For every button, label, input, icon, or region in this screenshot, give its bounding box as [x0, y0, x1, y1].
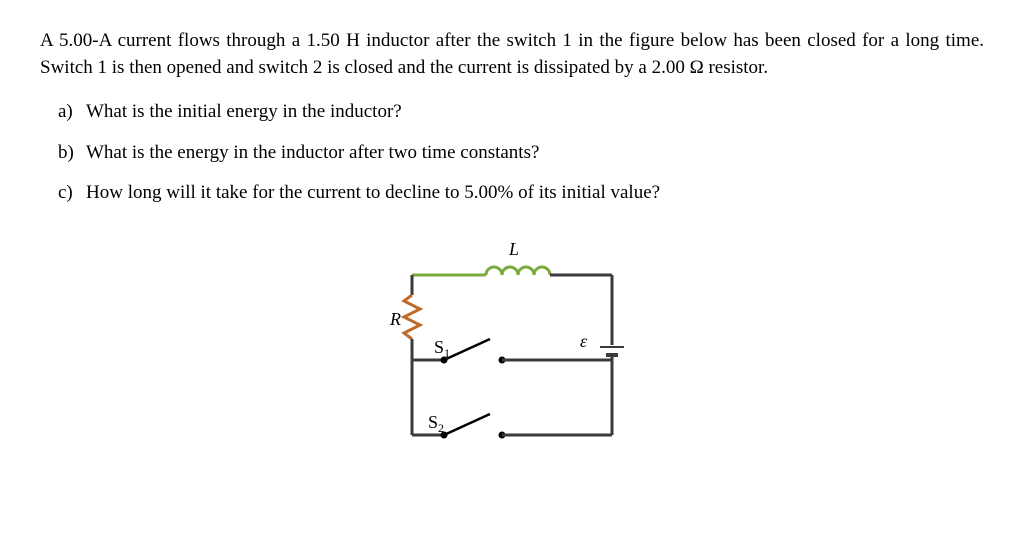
- question-b: b) What is the energy in the inductor af…: [58, 140, 984, 167]
- inductor-icon: [486, 267, 550, 275]
- battery-icon: [600, 347, 624, 355]
- question-a: a) What is the initial energy in the ind…: [58, 99, 984, 126]
- question-list: a) What is the initial energy in the ind…: [58, 99, 984, 207]
- question-b-label: b): [58, 140, 86, 167]
- circuit-svg: L R ε: [382, 235, 642, 465]
- circuit-figure: L R ε: [40, 235, 984, 465]
- switch2-arm: [444, 414, 490, 435]
- switch1-label: S1: [434, 337, 450, 360]
- switch1-arm: [444, 339, 490, 360]
- problem-intro: A 5.00-A current flows through a 1.50 H …: [40, 28, 984, 81]
- question-b-text: What is the energy in the inductor after…: [86, 140, 539, 167]
- resistor-icon: [404, 295, 420, 339]
- question-c: c) How long will it take for the current…: [58, 180, 984, 207]
- question-c-label: c): [58, 180, 86, 207]
- emf-label: ε: [580, 331, 588, 351]
- question-a-label: a): [58, 99, 86, 126]
- resistor-label: R: [389, 309, 401, 329]
- inductor-label: L: [508, 239, 519, 259]
- question-a-text: What is the initial energy in the induct…: [86, 99, 402, 126]
- switch2-label: S2: [428, 412, 444, 435]
- question-c-text: How long will it take for the current to…: [86, 180, 660, 207]
